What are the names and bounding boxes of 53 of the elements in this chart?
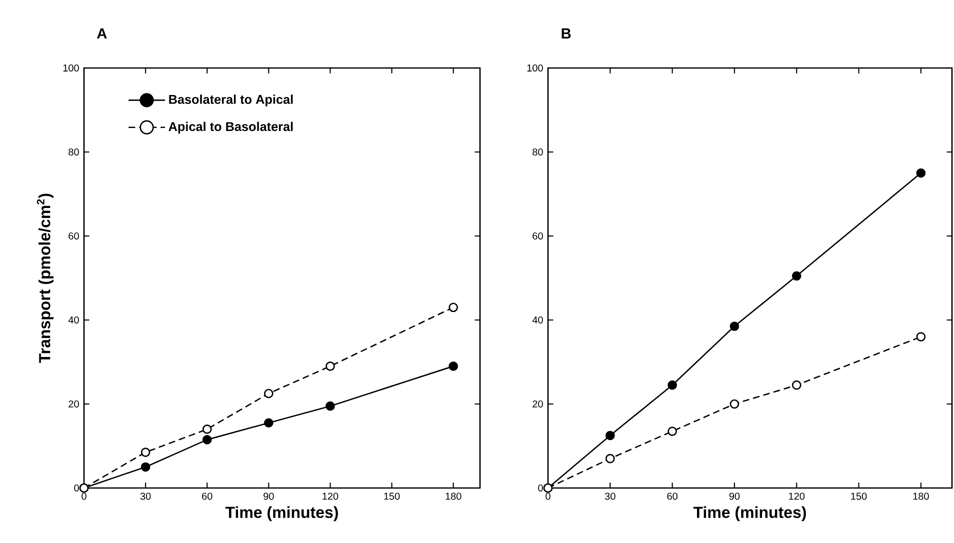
- y-tick-label: 100: [63, 64, 79, 72]
- x-tick-label: 180: [446, 492, 462, 500]
- legend-label: Basolateral to Apical: [169, 94, 293, 106]
- x-tick-label: 30: [140, 492, 151, 500]
- point: [264, 418, 274, 428]
- chart-title: B: [562, 28, 571, 38]
- x-axis-title: Time (minutes): [693, 506, 806, 522]
- y-tick-label: 80: [532, 148, 543, 156]
- point: [792, 380, 802, 390]
- y-tick-label: 40: [68, 316, 79, 324]
- y-tick-label: 80: [68, 148, 79, 156]
- x-tick-label: 0: [82, 492, 86, 500]
- point: [730, 399, 740, 409]
- y-tick-label: 20: [68, 400, 79, 408]
- point: [668, 426, 677, 436]
- point: [448, 362, 458, 371]
- x-tick-label: 60: [202, 492, 212, 500]
- point: [605, 430, 615, 440]
- x-tick-label: 30: [604, 492, 616, 500]
- point: [916, 168, 926, 178]
- x-tick-label: 120: [789, 492, 805, 500]
- y-tick-label: 60: [68, 232, 79, 240]
- point: [448, 302, 458, 312]
- x-tick-label: 150: [851, 492, 867, 500]
- chart-title: A: [97, 28, 107, 38]
- point: [326, 362, 335, 371]
- point: [326, 401, 335, 411]
- y-tick-label: 0: [74, 484, 79, 492]
- y-tick-label: 40: [532, 316, 543, 324]
- point: [140, 462, 150, 472]
- y-tick-label: 20: [532, 400, 543, 408]
- x-tick-label: 0: [546, 492, 550, 500]
- x-axis-title: Time (minutes): [225, 506, 338, 522]
- point: [202, 424, 212, 434]
- point: [668, 380, 677, 390]
- y-tick-label: 0: [538, 484, 543, 492]
- x-tick-label: 60: [667, 492, 678, 500]
- point: [140, 448, 150, 457]
- y-tick-label: 100: [527, 64, 543, 72]
- x-tick-label: 120: [322, 492, 338, 500]
- point: [605, 454, 615, 464]
- point: [730, 322, 740, 331]
- x-tick-label: 90: [264, 492, 274, 500]
- x-tick-label: 150: [384, 492, 400, 500]
- y-tick-label: 60: [532, 232, 543, 240]
- x-tick-label: 180: [913, 492, 929, 500]
- point: [264, 388, 274, 398]
- point: [202, 435, 212, 444]
- point: [916, 332, 926, 342]
- legend-label: Apical to Basolateral: [168, 122, 293, 134]
- y-axis-title: Transport (pmole/cm$^{2}$): [36, 194, 54, 363]
- point: [792, 271, 802, 281]
- x-tick-label: 90: [729, 492, 740, 500]
